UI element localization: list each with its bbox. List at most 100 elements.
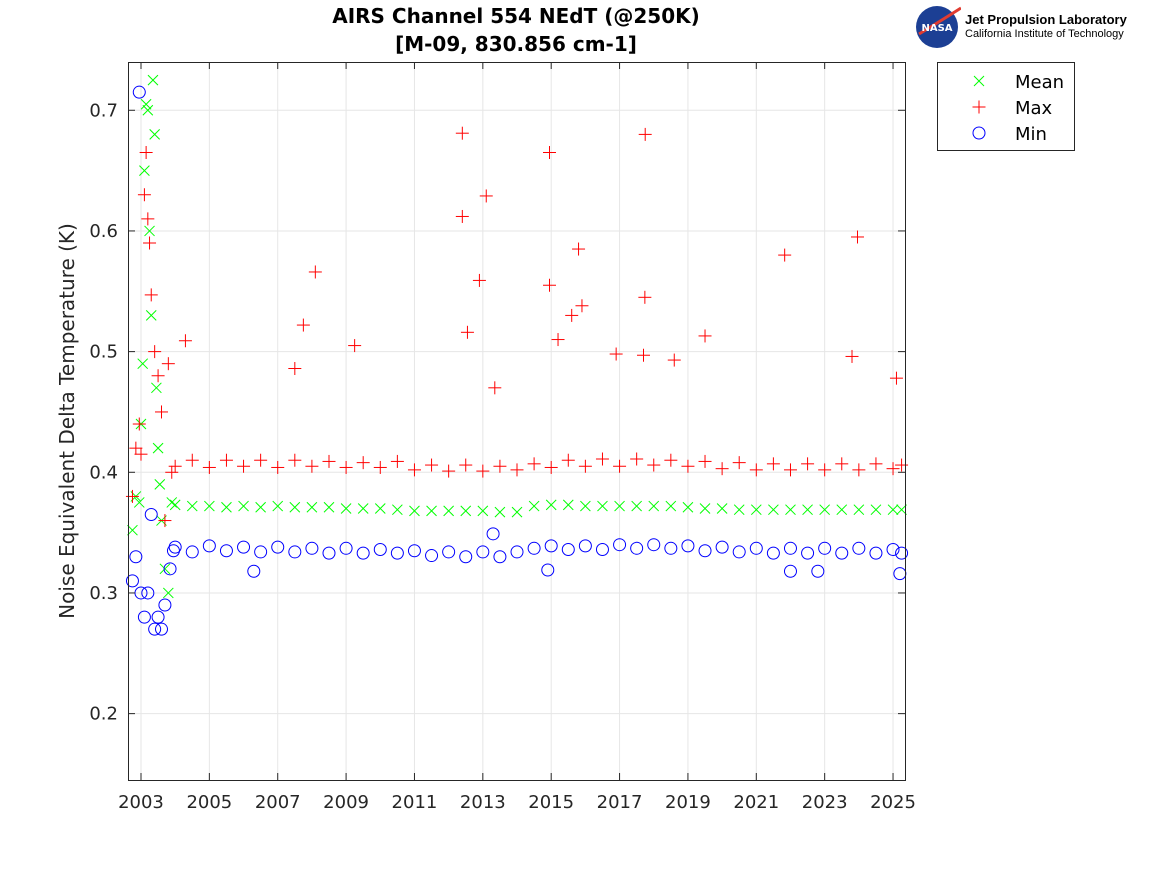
mean-point: [631, 500, 643, 512]
mean-point: [716, 503, 728, 514]
min-point: [305, 541, 319, 555]
max-point: [185, 453, 199, 467]
max-point: [155, 405, 169, 419]
max-point: [801, 457, 815, 471]
max-point: [766, 457, 780, 471]
max-point: [544, 460, 558, 474]
max-point: [638, 290, 652, 304]
min-point: [664, 541, 678, 555]
min-point: [163, 562, 177, 576]
mean-point: [255, 501, 266, 513]
mean-point: [580, 500, 591, 512]
min-point: [185, 545, 199, 559]
mean-point: [528, 500, 540, 512]
mean-point: [186, 500, 198, 512]
max-point: [158, 514, 172, 528]
mean-point: [836, 504, 848, 516]
mean-point: [357, 503, 369, 514]
min-point: [561, 543, 575, 557]
max-point: [510, 463, 524, 477]
max-point: [144, 288, 158, 302]
x-tick-label: 2007: [255, 792, 301, 813]
mean-point: [870, 504, 882, 516]
max-point: [732, 456, 746, 470]
max-point: [254, 453, 268, 467]
nasa-meatball-icon: NASA: [916, 6, 962, 48]
series-min: [125, 85, 909, 636]
min-point: [698, 544, 712, 558]
max-point: [488, 381, 502, 395]
min-point: [544, 539, 558, 553]
max-point: [134, 447, 148, 461]
max-point: [493, 459, 507, 473]
y-tick-label: 0.3: [89, 583, 118, 604]
min-point: [476, 545, 490, 559]
max-point: [178, 334, 192, 348]
legend-label-min: Min: [1015, 124, 1047, 145]
mean-point: [145, 310, 157, 321]
max-point: [143, 236, 157, 250]
min-point: [578, 539, 592, 553]
min-point: [137, 610, 151, 624]
max-point: [542, 278, 556, 292]
max-point: [715, 462, 729, 476]
mean-point: [238, 500, 249, 512]
max-point: [455, 126, 469, 140]
x-tick-label: 2015: [528, 792, 574, 813]
min-point: [527, 541, 541, 555]
min-point: [155, 622, 169, 636]
mean-point: [562, 499, 574, 511]
x-tick-label: 2013: [460, 792, 506, 813]
min-point: [407, 544, 421, 558]
mean-point: [323, 501, 335, 513]
max-point: [664, 453, 678, 467]
min-point: [425, 549, 439, 563]
x-tick-label: 2023: [802, 792, 848, 813]
mean-point: [699, 503, 711, 514]
max-point: [542, 146, 556, 160]
max-point: [630, 452, 644, 466]
min-point: [681, 539, 695, 553]
mean-point: [340, 503, 352, 514]
max-point: [308, 265, 322, 279]
max-point: [647, 458, 661, 472]
y-tick-label: 0.7: [89, 100, 118, 121]
chart-title-line1: AIRS Channel 554 NEdT (@250K): [332, 4, 700, 28]
max-point: [132, 417, 146, 431]
max-point: [667, 353, 681, 367]
min-point: [869, 546, 883, 560]
max-point: [168, 459, 182, 473]
plot-area-border: [128, 62, 906, 781]
min-point: [486, 527, 500, 541]
max-point: [288, 453, 302, 467]
mean-point: [144, 225, 155, 237]
max-point: [373, 460, 387, 474]
x-tick-label: 2019: [665, 792, 711, 813]
mean-point: [545, 499, 557, 511]
max-point: [818, 463, 832, 477]
max-point: [613, 459, 627, 473]
min-point: [158, 598, 172, 612]
mean-point: [819, 504, 831, 516]
x-tick-label: 2005: [186, 792, 232, 813]
mean-point: [149, 129, 161, 140]
max-point: [141, 212, 155, 226]
max-point: [578, 459, 592, 473]
series-max: [125, 126, 909, 528]
y-tick-label: 0.5: [89, 342, 118, 363]
y-tick-label: 0.2: [89, 704, 118, 725]
min-point: [801, 546, 815, 560]
mean-point: [140, 98, 152, 110]
mean-point: [142, 104, 154, 116]
mean-point: [802, 504, 813, 516]
mean-point: [648, 500, 660, 512]
min-point: [237, 540, 251, 554]
min-point: [322, 546, 336, 560]
max-point: [869, 457, 883, 471]
series-mean: [127, 74, 907, 599]
mean-point: [409, 505, 420, 517]
max-point: [202, 460, 216, 474]
chart-title-line2: [M-09, 830.856 cm-1]: [395, 32, 637, 56]
max-point: [783, 463, 797, 477]
